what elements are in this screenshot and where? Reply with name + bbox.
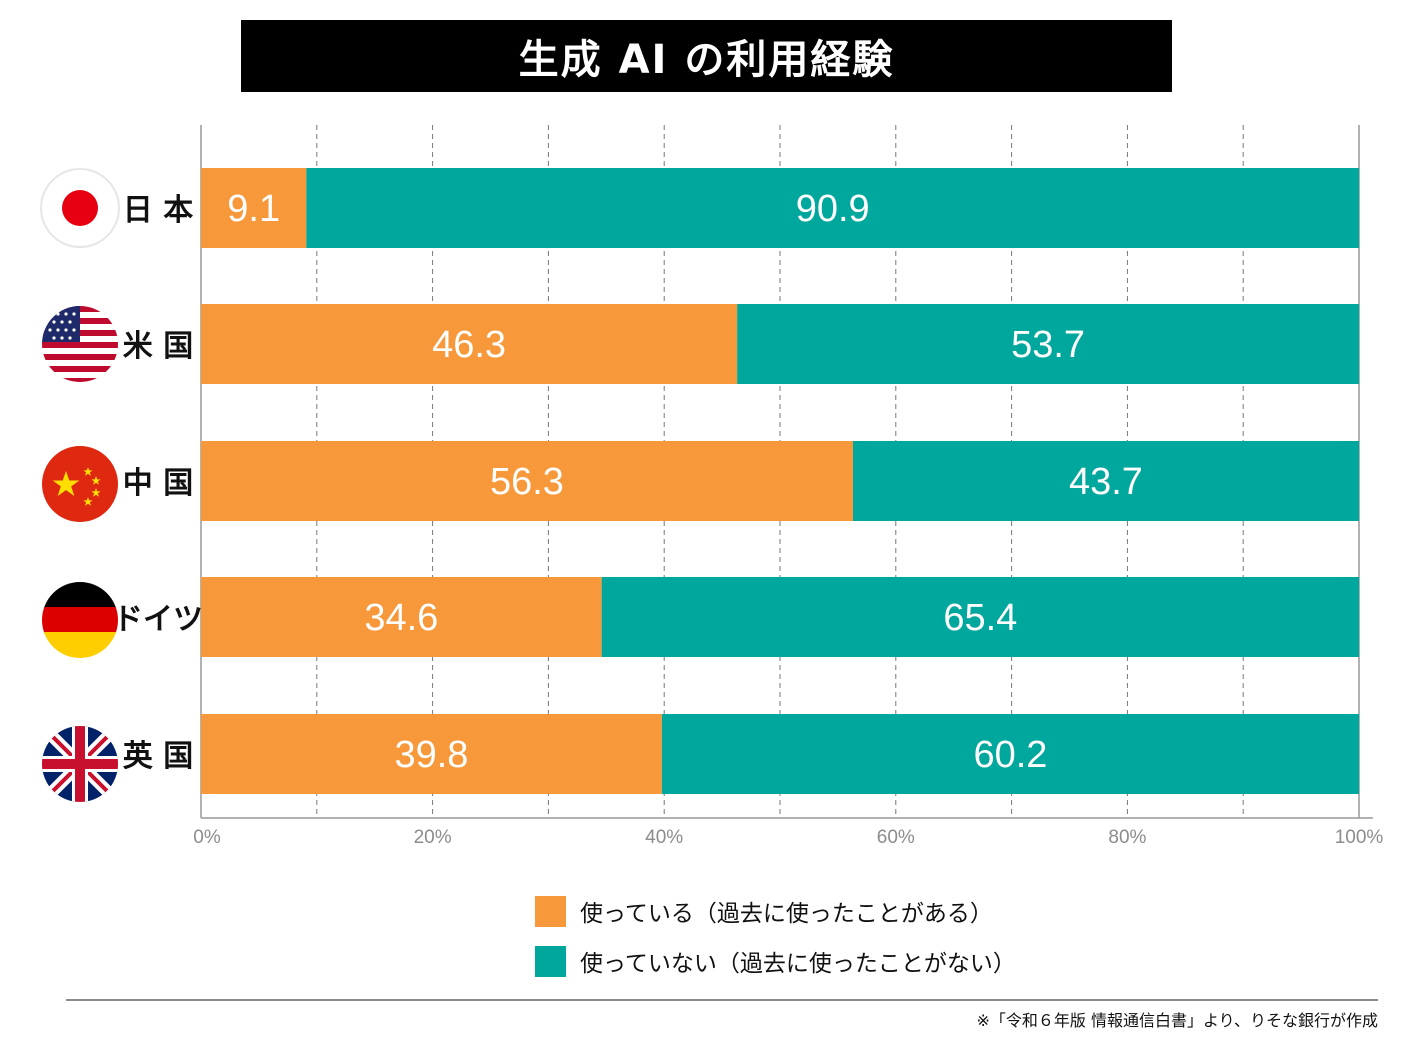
data-label: 46.3 [432, 324, 506, 366]
legend-label-not-used: 使っていない（過去に使ったことがない） [580, 951, 1016, 977]
x-tick-label: 0% [193, 827, 221, 848]
bar-not-used [661, 714, 1359, 794]
usa-flag-icon [42, 306, 118, 382]
bar-used [201, 714, 662, 794]
legend-item-used: 使っている（過去に使ったことがある） [535, 886, 1016, 936]
x-tick-label: 60% [877, 827, 915, 848]
data-label: 43.7 [1069, 461, 1143, 503]
data-label: 39.8 [394, 734, 468, 776]
category-label: 日 本 [123, 193, 193, 228]
category-label: 英 国 [123, 739, 193, 774]
legend: 使っている（過去に使ったことがある） 使っていない（過去に使ったことがない） [535, 886, 1016, 986]
stacked-bar-chart: 日 本 9.1 90.9 米 国 46.3 53.7 中 国 56.3 43.7 ドイツ 34.6 6… [40, 125, 1384, 848]
bar-used [201, 168, 307, 248]
footer-divider [66, 999, 1378, 1001]
china-flag-icon [42, 446, 118, 522]
japan-flag-icon [40, 168, 120, 248]
x-tick-label: 80% [1108, 827, 1146, 848]
data-label: 9.1 [227, 188, 280, 230]
data-label: 53.7 [1011, 324, 1085, 366]
x-tick-label: 20% [414, 827, 452, 848]
category-label: ドイツ [113, 602, 203, 637]
source-note: ※「令和６年版 情報通信白書」より、りそな銀行が作成 [976, 1011, 1378, 1030]
x-tick-label: 100% [1335, 827, 1384, 848]
bar-not-used [601, 577, 1359, 657]
legend-swatch-used [535, 895, 566, 927]
germany-flag-icon [42, 582, 118, 658]
uk-flag-icon [42, 726, 118, 802]
data-label: 34.6 [364, 597, 438, 639]
bar-used [201, 304, 738, 384]
legend-label-used: 使っている（過去に使ったことがある） [580, 901, 993, 927]
data-label: 90.9 [796, 188, 870, 230]
bar-not-used [306, 168, 1360, 248]
chart-title: 生成 AI の利用経験 [241, 20, 1172, 92]
bar-not-used [852, 441, 1359, 521]
data-label: 56.3 [490, 461, 564, 503]
bar-not-used [737, 304, 1359, 384]
data-label: 60.2 [973, 734, 1047, 776]
legend-item-not-used: 使っていない（過去に使ったことがない） [535, 936, 1016, 986]
bar-used [201, 577, 602, 657]
category-label: 米 国 [123, 329, 193, 364]
x-tick-label: 40% [645, 827, 683, 848]
category-label: 中 国 [123, 466, 193, 501]
data-label: 65.4 [943, 597, 1017, 639]
bar-used [201, 441, 853, 521]
legend-swatch-not-used [535, 945, 566, 977]
